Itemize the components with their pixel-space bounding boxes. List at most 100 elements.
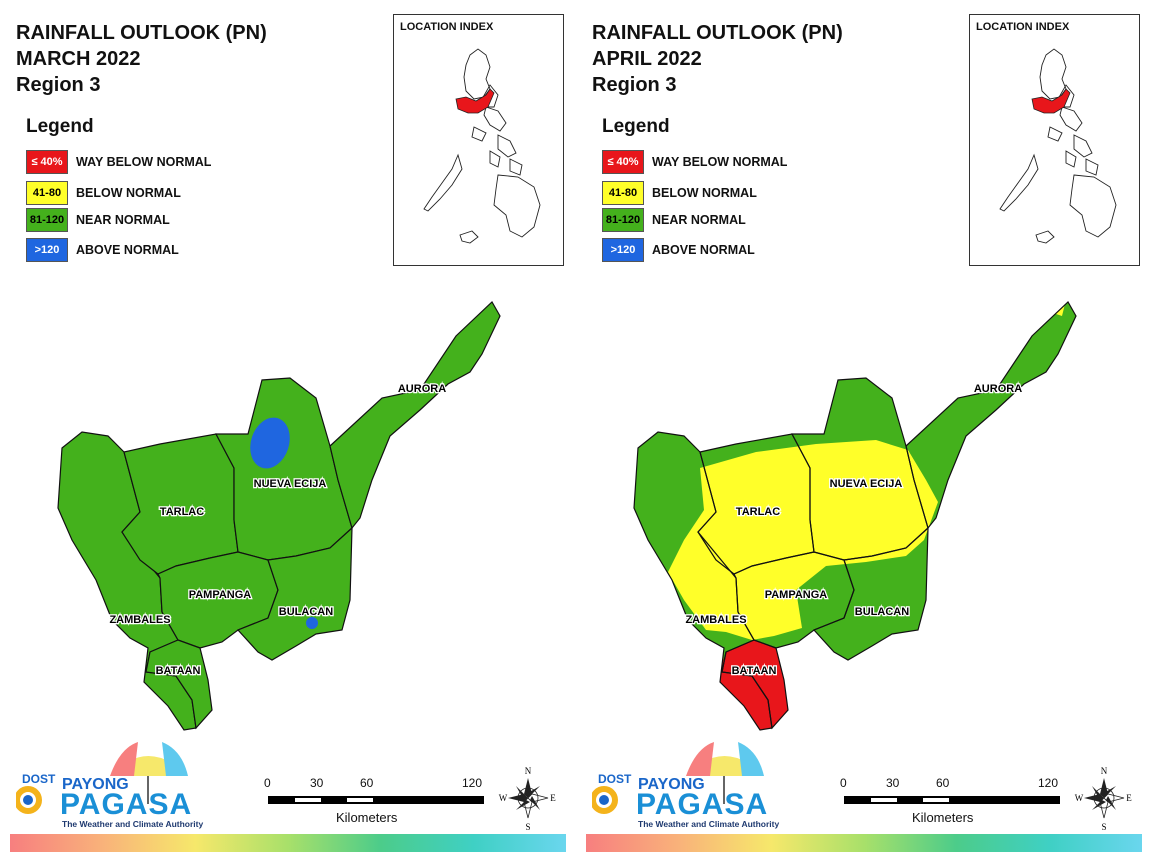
compass-rose-icon: N S E W	[1074, 764, 1134, 832]
legend-swatch: ≤ 40%	[26, 150, 68, 174]
scale-tick: 60	[936, 776, 950, 790]
compass-s: S	[525, 822, 530, 832]
title-line-2: APRIL 2022	[592, 48, 702, 70]
below-normal-zone	[668, 440, 938, 640]
location-index-title: LOCATION INDEX	[400, 21, 494, 33]
label-bulacan: BULACAN	[279, 606, 333, 618]
scale-unit: Kilometers	[912, 810, 974, 825]
footer-gradient-bar	[10, 834, 566, 852]
umbrella-icon	[592, 742, 764, 814]
scale-bar-graphic	[268, 796, 484, 804]
title-line-3: Region 3	[16, 74, 101, 96]
pagasa-logo: DOST PAYONG PAGASA The Weather and Clima…	[592, 738, 792, 833]
scale-tick: 0	[264, 776, 271, 790]
province-nueva-ecija	[215, 377, 353, 561]
scale-tick: 0	[840, 776, 847, 790]
legend-label: BELOW NORMAL	[652, 186, 757, 200]
province-bataan	[721, 639, 789, 730]
label-bulacan: BULACAN	[855, 606, 909, 618]
title-line-2: MARCH 2022	[16, 48, 141, 70]
scale-tick: 30	[886, 776, 900, 790]
province-aurora	[905, 301, 1077, 530]
legend-swatch: >120	[26, 238, 68, 262]
logo-dost: DOST	[598, 772, 632, 786]
scale-bar-graphic	[844, 796, 1060, 804]
location-index-inset: LOCATION INDEX	[969, 14, 1140, 266]
province-tarlac	[121, 433, 239, 575]
scale-tick: 30	[310, 776, 324, 790]
region-3-highlight	[1031, 88, 1071, 114]
logo-payong: PAYONG	[62, 776, 129, 793]
compass-rose-icon: N S E W	[498, 764, 558, 832]
philippines-outline-map	[999, 48, 1117, 244]
label-tarlac: TARLAC	[736, 506, 780, 518]
scale-tick: 60	[360, 776, 374, 790]
footer-gradient-bar	[586, 834, 1142, 852]
scale-unit: Kilometers	[336, 810, 398, 825]
location-index-inset: LOCATION INDEX	[393, 14, 564, 266]
label-pampanga: PAMPANGA	[765, 589, 828, 601]
umbrella-icon	[16, 742, 188, 814]
legend-label: BELOW NORMAL	[76, 186, 181, 200]
label-aurora: AURORA	[398, 383, 446, 395]
label-aurora: AURORA	[974, 383, 1022, 395]
scale-bar: 0 30 60 120 Kilometers	[262, 776, 492, 836]
panel-march: RAINFALL OUTLOOK (PN) MARCH 2022 Region …	[10, 14, 566, 852]
logo-payong: PAYONG	[638, 776, 705, 793]
legend-swatch: 81-120	[26, 208, 68, 232]
legend-label: ABOVE NORMAL	[652, 243, 755, 257]
rainfall-map-march: AURORA NUEVA ECIJA TARLAC PAMPANGA BULAC…	[57, 301, 501, 731]
title-line-1: RAINFALL OUTLOOK (PN)	[16, 22, 267, 44]
legend-swatch: 41-80	[26, 181, 68, 205]
map-title: RAINFALL OUTLOOK (PN) MARCH 2022 Region …	[16, 20, 267, 98]
label-pampanga: PAMPANGA	[189, 589, 252, 601]
scale-tick: 120	[462, 776, 483, 790]
logo-pagasa: PAGASA	[636, 788, 769, 821]
rainfall-map-april: AURORA NUEVA ECIJA TARLAC PAMPANGA BULAC…	[633, 301, 1077, 731]
compass-s: S	[1101, 822, 1106, 832]
location-index-title: LOCATION INDEX	[976, 21, 1070, 33]
title-line-1: RAINFALL OUTLOOK (PN)	[592, 22, 843, 44]
legend-label: NEAR NORMAL	[652, 213, 746, 227]
legend-swatch: >120	[602, 238, 644, 262]
philippines-outline-map	[423, 48, 541, 244]
legend-label: ABOVE NORMAL	[76, 243, 179, 257]
region-3-highlight	[455, 88, 495, 114]
label-zambales: ZAMBALES	[685, 614, 746, 626]
legend-swatch: 41-80	[602, 181, 644, 205]
label-bataan: BATAAN	[732, 665, 777, 677]
label-nueva-ecija: NUEVA ECIJA	[254, 478, 327, 490]
logo-tagline: The Weather and Climate Authority	[62, 819, 204, 829]
province-bataan	[145, 639, 213, 730]
label-tarlac: TARLAC	[160, 506, 204, 518]
province-aurora	[329, 301, 501, 530]
scale-tick: 120	[1038, 776, 1059, 790]
legend-title: Legend	[26, 116, 94, 137]
logo-tagline: The Weather and Climate Authority	[638, 819, 780, 829]
above-normal-zone-bulacan	[306, 617, 318, 629]
legend-swatch: 81-120	[602, 208, 644, 232]
province-bulacan	[236, 526, 353, 661]
legend-label: WAY BELOW NORMAL	[76, 155, 212, 169]
above-normal-zone-nueva-ecija	[250, 417, 290, 469]
compass-n: N	[1101, 766, 1108, 776]
label-zambales: ZAMBALES	[109, 614, 170, 626]
scale-bar: 0 30 60 120 Kilometers	[838, 776, 1068, 836]
compass-n: N	[525, 766, 532, 776]
legend-label: NEAR NORMAL	[76, 213, 170, 227]
map-title: RAINFALL OUTLOOK (PN) APRIL 2022 Region …	[592, 20, 843, 98]
compass-w: W	[1075, 793, 1084, 803]
label-bataan: BATAAN	[156, 665, 201, 677]
title-line-3: Region 3	[592, 74, 677, 96]
province-bulacan	[812, 526, 929, 661]
label-nueva-ecija: NUEVA ECIJA	[830, 478, 903, 490]
legend-swatch: ≤ 40%	[602, 150, 644, 174]
pagasa-logo: DOST PAYONG PAGASA The Weather and Clima…	[16, 738, 216, 833]
way-below-normal-zone-bataan	[720, 640, 788, 730]
compass-e: E	[1126, 793, 1132, 803]
logo-dost: DOST	[22, 772, 56, 786]
panel-april: RAINFALL OUTLOOK (PN) APRIL 2022 Region …	[576, 0, 1152, 864]
logo-pagasa: PAGASA	[60, 788, 193, 821]
legend-title: Legend	[602, 116, 670, 137]
legend-label: WAY BELOW NORMAL	[652, 155, 788, 169]
